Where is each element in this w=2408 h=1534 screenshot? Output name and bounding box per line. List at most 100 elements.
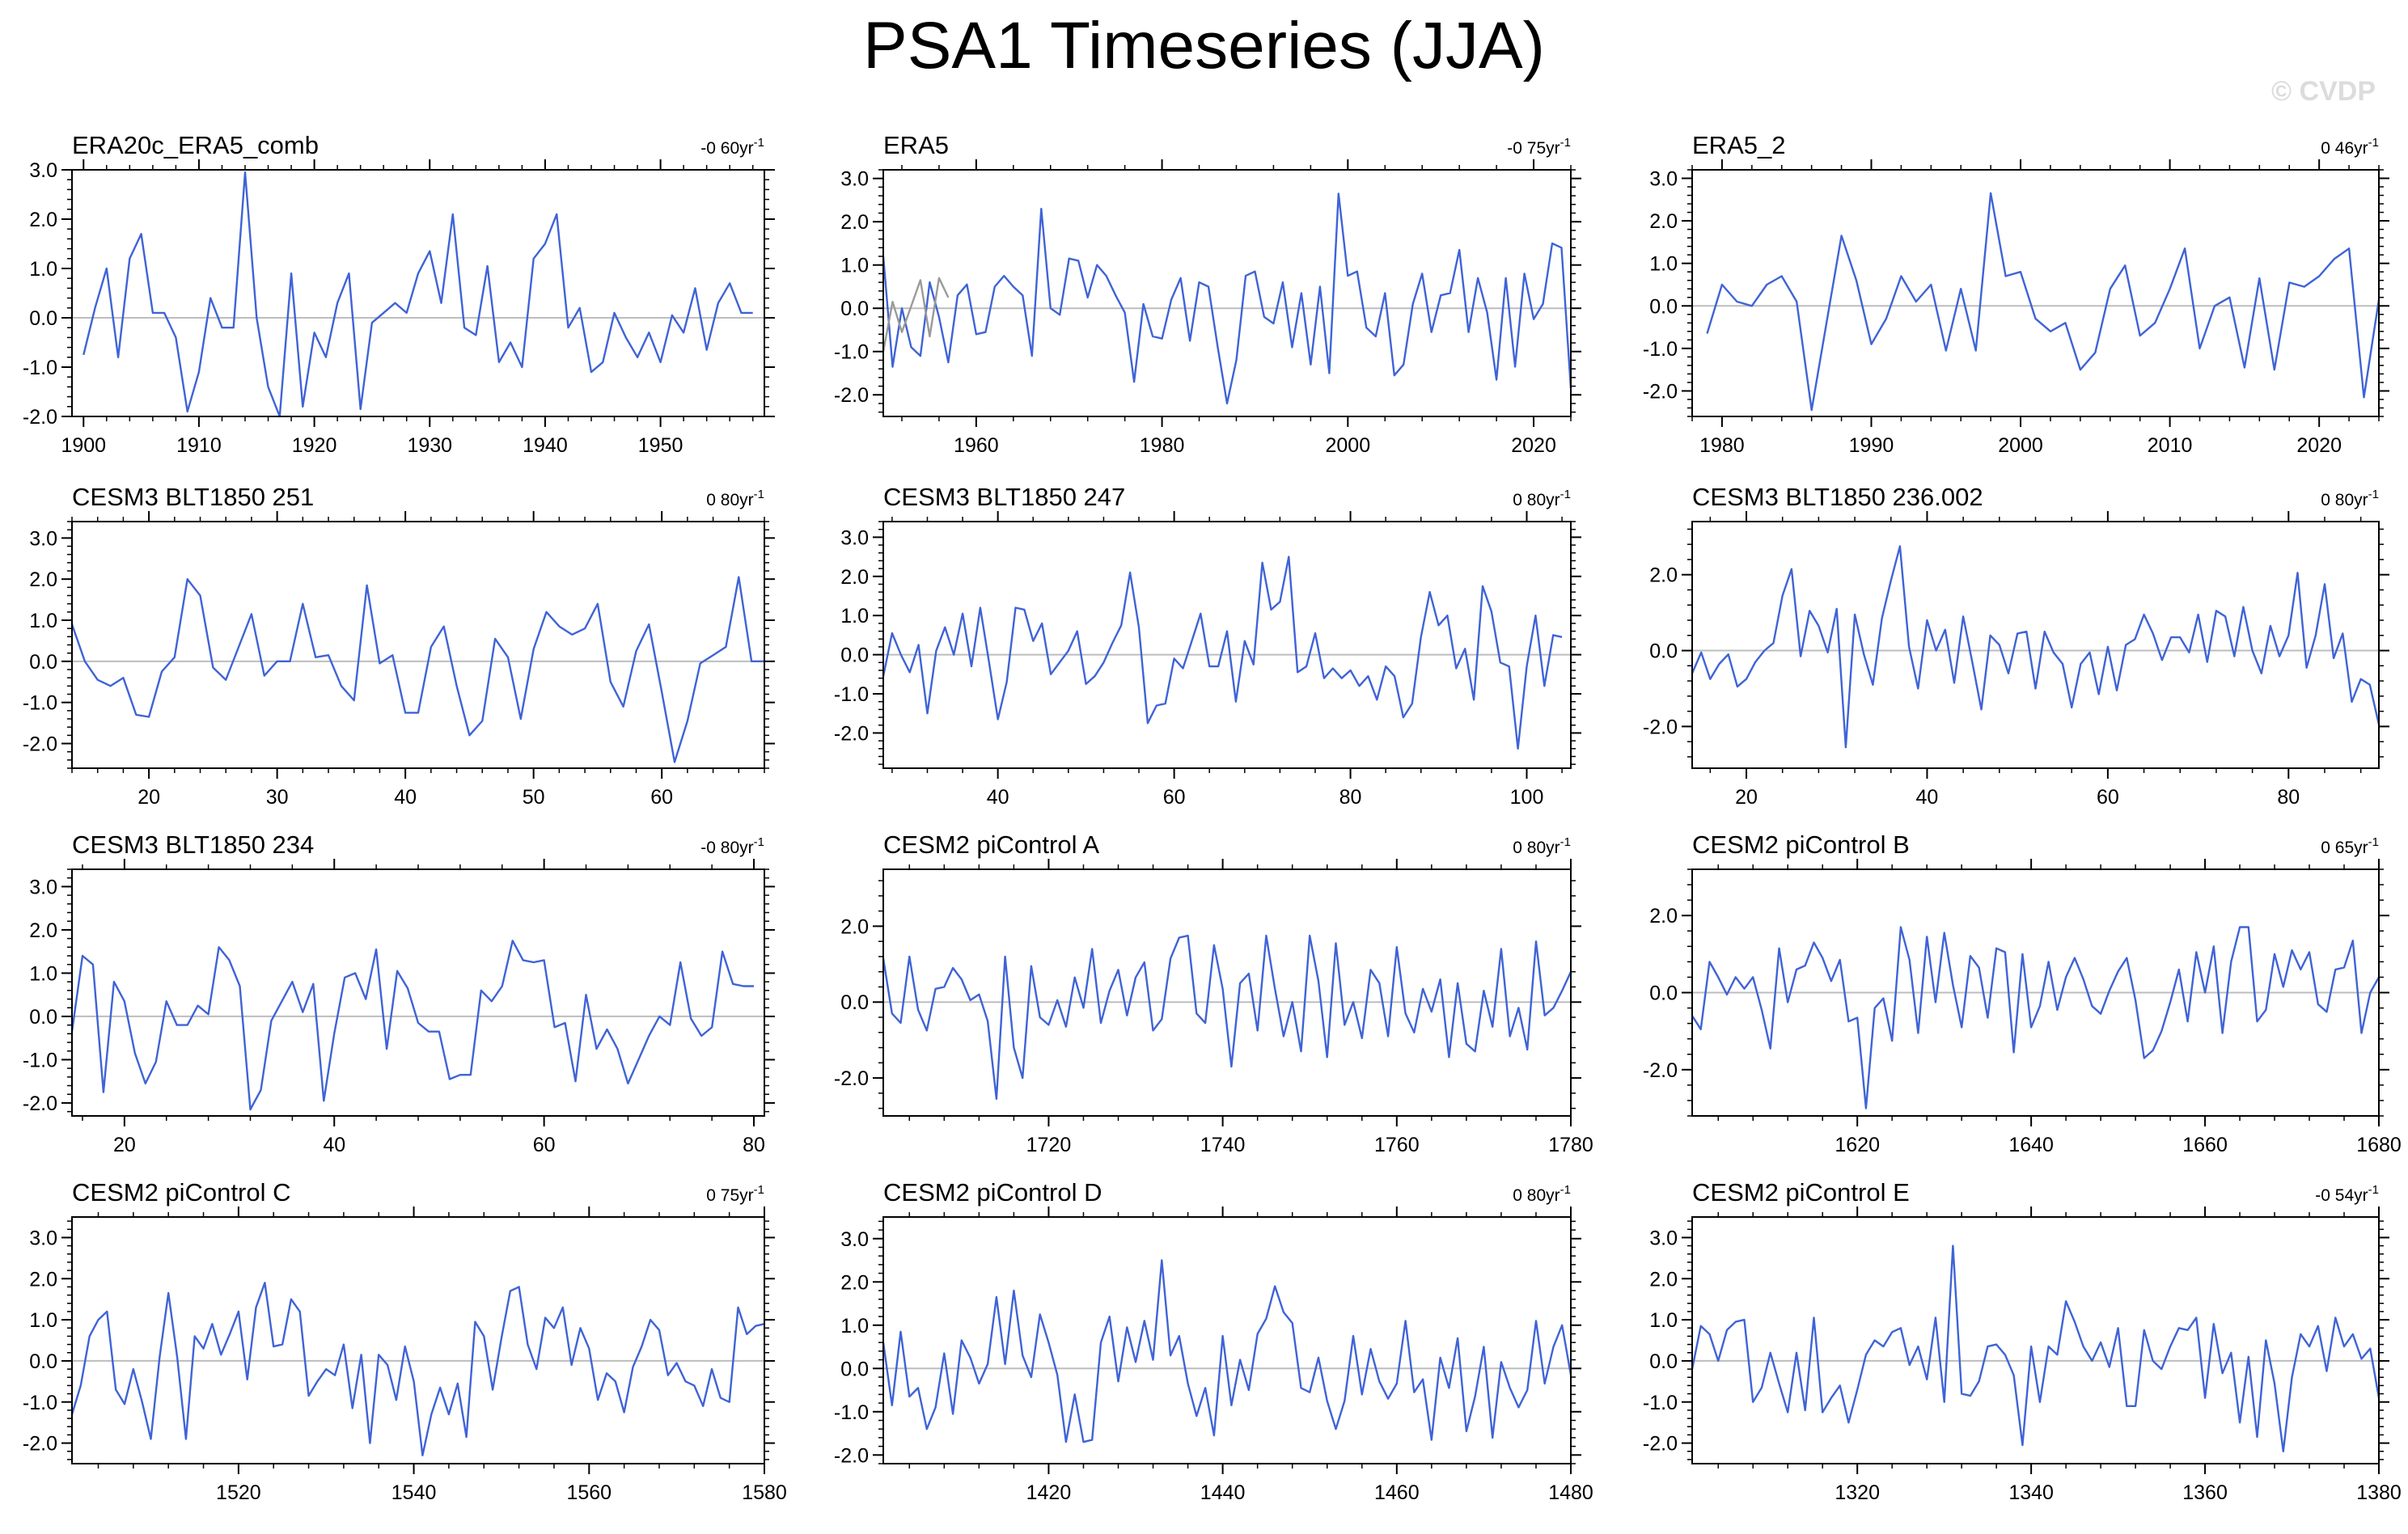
- x-tick-label: 2020: [1511, 434, 1556, 457]
- panel-title: CESM3 BLT1850 251: [72, 483, 314, 511]
- page-title: PSA1 Timeseries (JJA): [863, 9, 1545, 82]
- x-tick-label: 60: [1163, 786, 1186, 809]
- panel-title: CESM2 piControl E: [1692, 1178, 1910, 1206]
- y-tick-label: 2.0: [1649, 1268, 1678, 1291]
- y-tick-label: 3.0: [1649, 1227, 1678, 1249]
- y-tick-label: 3.0: [840, 1228, 869, 1251]
- x-tick-label: 2000: [1326, 434, 1371, 457]
- series-line: [1691, 1245, 2380, 1453]
- y-tick-label: 3.0: [29, 527, 57, 550]
- x-tick-label: 1980: [1140, 434, 1185, 457]
- series-line: [1691, 926, 2380, 1109]
- series-line: [1691, 545, 2380, 749]
- y-tick-label: 0.0: [840, 298, 869, 320]
- y-tick-label: -2.0: [834, 384, 869, 407]
- x-tick-label: 1740: [1200, 1134, 1246, 1156]
- panel-title: ERA5: [883, 131, 949, 159]
- x-tick-label: 60: [2097, 786, 2119, 809]
- y-tick-label: 2.0: [840, 915, 869, 938]
- x-tick-label: 100: [1510, 786, 1544, 809]
- panel-12: CESM2 piControl E -0 54yr-1 3.0 2.0 1.0 0.0 -1…: [1643, 1178, 2402, 1504]
- y-tick-label: -2.0: [23, 1092, 57, 1115]
- x-tick-label: 1440: [1200, 1481, 1246, 1504]
- y-tick-label: -1.0: [23, 1392, 57, 1414]
- y-tick-label: 3.0: [840, 526, 869, 549]
- y-tick-label: 3.0: [840, 168, 869, 191]
- x-tick-label: 2020: [2296, 434, 2342, 457]
- y-tick-label: 3.0: [1649, 168, 1678, 191]
- x-tick-label: 20: [113, 1134, 136, 1156]
- y-tick-label: 0.0: [840, 991, 869, 1014]
- x-tick-label: 1620: [1835, 1134, 1880, 1156]
- series-line: [882, 1259, 1572, 1443]
- plot-frame: [1691, 169, 2380, 417]
- panel-title: CESM2 piControl B: [1692, 830, 1910, 859]
- y-tick-label: 0.0: [840, 1358, 869, 1380]
- y-tick-label: -1.0: [23, 692, 57, 715]
- y-tick-label: -2.0: [834, 1444, 869, 1467]
- panel-10: CESM2 piControl C 0 75yr-1 3.0 2.0 1.0 0.0 -1.…: [23, 1178, 787, 1504]
- trend-label: 0 80yr-1: [1513, 835, 1571, 857]
- series-line: [882, 556, 1563, 750]
- x-tick-label: 40: [1916, 786, 1939, 809]
- panel-8: CESM2 piControl A 0 80yr-1 2.0 0.0 -2.0 1720 1…: [834, 830, 1593, 1156]
- x-tick-label: 1990: [1849, 434, 1894, 457]
- x-tick-label: 1680: [2356, 1134, 2402, 1156]
- panel-7: CESM3 BLT1850 234 -0 80yr-1 3.0 2.0 1.0 0.0 -1…: [23, 830, 775, 1156]
- y-tick-label: -1.0: [1643, 338, 1678, 361]
- y-tick-label: -2.0: [834, 1067, 869, 1090]
- panel-title: ERA20c_ERA5_comb: [72, 131, 319, 159]
- x-tick-label: 1950: [638, 434, 683, 457]
- y-tick-label: -1.0: [1643, 1392, 1678, 1414]
- y-tick-label: 0.0: [1649, 983, 1678, 1005]
- x-tick-label: 1930: [407, 434, 452, 457]
- y-tick-label: 2.0: [1649, 905, 1678, 928]
- trend-label: 0 80yr-1: [706, 488, 764, 509]
- y-tick-label: 1.0: [29, 258, 57, 281]
- y-tick-label: 2.0: [29, 209, 57, 231]
- x-tick-label: 30: [266, 786, 289, 809]
- series-line: [882, 192, 1572, 405]
- series-line: [882, 934, 1572, 1101]
- x-tick-label: 1940: [523, 434, 568, 457]
- panel-3: ERA5_2 0 46yr-1 3.0 2.0 1.0 0.0 -1.0 -2.0 1980 19…: [1643, 131, 2389, 457]
- panel-11: CESM2 piControl D 0 80yr-1 3.0 2.0 1.0 0.0 -1.…: [834, 1178, 1593, 1504]
- trend-label: -0 60yr-1: [700, 136, 764, 158]
- x-tick-label: 1780: [1548, 1134, 1593, 1156]
- panel-title: CESM3 BLT1850 234: [72, 830, 314, 859]
- x-tick-label: 40: [987, 786, 1009, 809]
- x-tick-label: 1540: [391, 1481, 437, 1504]
- trend-label: 0 80yr-1: [2321, 488, 2379, 509]
- plot-frame: [71, 1216, 765, 1464]
- y-tick-label: 1.0: [29, 962, 57, 985]
- y-tick-label: -2.0: [23, 733, 57, 756]
- y-tick-label: 0.0: [1649, 1350, 1678, 1373]
- trend-label: -0 80yr-1: [700, 835, 764, 857]
- x-tick-label: 1920: [292, 434, 337, 457]
- x-tick-label: 60: [533, 1134, 556, 1156]
- panel-9: CESM2 piControl B 0 65yr-1 2.0 0.0 -2.0 1620 1…: [1643, 830, 2402, 1156]
- y-tick-label: 0.0: [29, 1350, 57, 1373]
- trend-label: 0 80yr-1: [1513, 488, 1571, 509]
- x-tick-label: 80: [743, 1134, 765, 1156]
- y-tick-label: 1.0: [1649, 253, 1678, 276]
- x-tick-label: 1760: [1374, 1134, 1420, 1156]
- x-tick-label: 1420: [1026, 1481, 1072, 1504]
- panel-title: CESM2 piControl C: [72, 1178, 290, 1206]
- panel-title: CESM2 piControl D: [883, 1178, 1102, 1206]
- y-tick-label: -1.0: [834, 341, 869, 364]
- x-tick-label: 1480: [1548, 1481, 1593, 1504]
- x-tick-label: 1580: [742, 1481, 787, 1504]
- x-tick-label: 1640: [2008, 1134, 2054, 1156]
- x-tick-label: 1910: [176, 434, 222, 457]
- y-tick-label: 0.0: [29, 1006, 57, 1029]
- x-tick-label: 1520: [216, 1481, 261, 1504]
- panel-title: CESM3 BLT1850 236.002: [1692, 483, 1983, 511]
- x-tick-label: 40: [394, 786, 417, 809]
- x-tick-label: 1380: [2356, 1481, 2402, 1504]
- x-tick-label: 80: [2277, 786, 2300, 809]
- x-tick-label: 50: [523, 786, 545, 809]
- y-tick-label: 1.0: [29, 610, 57, 632]
- x-tick-label: 1720: [1026, 1134, 1072, 1156]
